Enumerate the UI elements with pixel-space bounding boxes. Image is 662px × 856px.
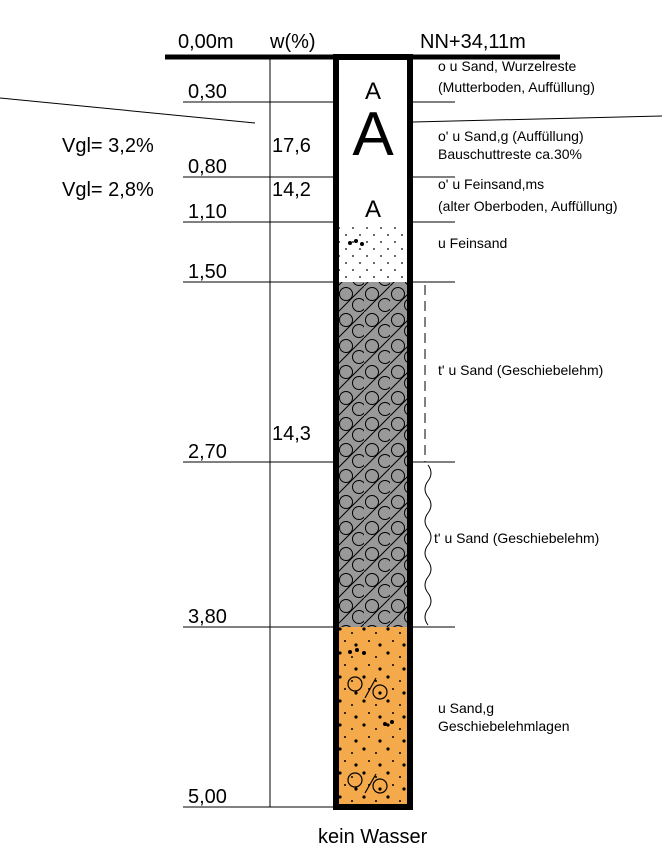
description: Bauschuttreste ca.30%: [438, 146, 582, 162]
depth-label: 1,50: [188, 261, 227, 283]
depth-label: 0,30: [188, 81, 227, 103]
description: o' u Sand,g (Auffüllung): [438, 128, 584, 144]
vgl: Vgl= 3,2%: [62, 135, 154, 157]
layer-fill: [336, 222, 410, 282]
description: t' u Sand (Geschiebelehm): [438, 362, 603, 378]
depth-lines: [0, 57, 662, 808]
elevation: NN+34,11m: [420, 31, 526, 53]
vgl: Vgl= 2,8%: [62, 179, 154, 201]
gravel-marks: [347, 676, 388, 794]
symbol: A: [365, 196, 381, 223]
description: o u Sand, Wurzelreste: [438, 58, 576, 74]
description: u Sand,g: [438, 700, 494, 716]
description: Geschiebelehmlagen: [438, 718, 570, 734]
depth-label: 2,70: [188, 441, 227, 463]
depth-labels: 0,30 0,80 1,10 1,50 2,70 3,80 5,00: [188, 81, 227, 808]
description: (Mutterboden, Auffüllung): [438, 79, 595, 95]
depth-label: 0,80: [188, 156, 227, 178]
description: o' u Feinsand,ms: [438, 176, 544, 192]
depth-label: 1,10: [188, 201, 227, 223]
depth-label: 3,80: [188, 606, 227, 628]
depth-label: 5,00: [188, 786, 227, 808]
layer-fill: [336, 282, 410, 627]
w-value: 14,3: [272, 423, 311, 445]
w-value: 14,2: [272, 179, 311, 201]
sand-marks: [348, 239, 394, 726]
description: u Feinsand: [438, 235, 507, 251]
description: (alter Oberboden, Auffüllung): [438, 198, 618, 214]
description: t' u Sand (Geschiebelehm): [434, 530, 599, 546]
w-label: w(%): [269, 31, 316, 53]
depth-top: 0,00m: [178, 31, 234, 53]
w-value: 17,6: [272, 135, 311, 157]
symbol: A: [352, 100, 394, 169]
symbol: A: [365, 78, 381, 105]
footer: kein Wasser: [318, 826, 428, 848]
layer-fill: [336, 57, 410, 222]
